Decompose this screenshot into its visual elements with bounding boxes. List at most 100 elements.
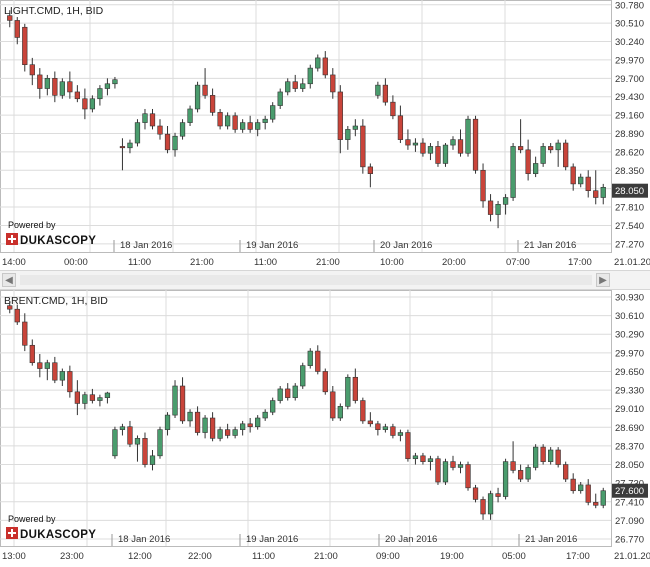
light-candle[interactable] — [405, 129, 411, 150]
light-candle[interactable] — [82, 88, 88, 120]
brent-candle[interactable] — [277, 386, 283, 404]
brent-candle[interactable] — [472, 484, 479, 503]
light-candle[interactable] — [427, 143, 434, 161]
light-candle[interactable] — [270, 102, 276, 123]
light-candle[interactable] — [420, 138, 426, 157]
light-candle[interactable] — [29, 57, 35, 86]
light-candle[interactable] — [134, 119, 141, 147]
brent-candle[interactable] — [119, 423, 126, 436]
brent-candle[interactable] — [44, 359, 50, 381]
light-candle[interactable] — [435, 140, 441, 167]
light-candle[interactable] — [179, 119, 186, 140]
light-candle[interactable] — [112, 76, 118, 89]
brent-candle[interactable] — [427, 455, 434, 471]
scroll-left-icon[interactable]: ◀ — [2, 273, 16, 287]
brent-candle[interactable] — [209, 412, 216, 442]
brent-candle[interactable] — [435, 455, 441, 485]
brent-candle[interactable] — [517, 464, 524, 482]
brent-candle[interactable] — [285, 383, 291, 401]
brent-candle[interactable] — [7, 301, 13, 314]
brent-candle[interactable] — [300, 362, 306, 389]
light-candle[interactable] — [7, 10, 13, 28]
light-candle[interactable] — [412, 138, 419, 152]
light-candle[interactable] — [67, 71, 73, 99]
brent-plot-area[interactable] — [0, 290, 612, 547]
light-candle[interactable] — [209, 88, 216, 116]
light-candle[interactable] — [555, 139, 561, 167]
light-candle[interactable] — [480, 163, 486, 208]
light-candle[interactable] — [149, 108, 156, 130]
brent-candle[interactable] — [187, 409, 193, 427]
light-candle[interactable] — [285, 78, 291, 96]
light-candle[interactable] — [22, 23, 28, 72]
light-candle[interactable] — [37, 68, 43, 99]
light-candle[interactable] — [375, 81, 381, 99]
light-candle[interactable] — [533, 156, 539, 178]
light-candle[interactable] — [563, 139, 569, 171]
light-candle[interactable] — [510, 143, 516, 201]
brent-candle[interactable] — [570, 473, 576, 494]
light-candle[interactable] — [345, 126, 351, 150]
light-candle[interactable] — [352, 119, 358, 137]
light-candle[interactable] — [585, 170, 591, 198]
brent-candle[interactable] — [217, 426, 223, 442]
brent-candle[interactable] — [255, 415, 261, 430]
brent-candle[interactable] — [382, 423, 389, 433]
light-candle[interactable] — [517, 119, 524, 154]
brent-candle[interactable] — [164, 412, 171, 436]
brent-candle[interactable] — [104, 391, 111, 404]
light-candle[interactable] — [127, 139, 133, 154]
brent-candle[interactable] — [412, 452, 419, 465]
brent-candle[interactable] — [480, 496, 486, 520]
light-candle[interactable] — [578, 173, 584, 188]
light-candle[interactable] — [164, 126, 171, 154]
light-candle[interactable] — [457, 129, 464, 157]
light-candle[interactable] — [89, 95, 96, 113]
brent-candle[interactable] — [67, 365, 73, 398]
brent-candle[interactable] — [345, 374, 351, 410]
light-candle[interactable] — [240, 119, 246, 133]
brent-candle[interactable] — [390, 423, 396, 439]
light-candle[interactable] — [397, 105, 404, 144]
brent-candle[interactable] — [540, 444, 546, 465]
brent-candle[interactable] — [52, 356, 58, 384]
brent-candle[interactable] — [533, 444, 539, 471]
light-candle[interactable] — [465, 115, 471, 157]
light-candle[interactable] — [277, 88, 283, 109]
light-candle[interactable] — [495, 200, 501, 229]
light-candle[interactable] — [548, 143, 554, 154]
light-chart-panel[interactable]: 30.780 30.510 30.240 29.970 29.700 29.430 29.1… — [0, 0, 650, 270]
brent-candle[interactable] — [262, 409, 268, 421]
brent-candle[interactable] — [142, 432, 148, 468]
brent-dukascopy-logo[interactable]: Powered by DUKASCOPY — [6, 514, 96, 541]
brent-candle[interactable] — [457, 461, 464, 474]
light-candle[interactable] — [382, 78, 389, 106]
light-candle[interactable] — [600, 183, 606, 205]
light-candle[interactable] — [44, 74, 50, 96]
brent-candle[interactable] — [585, 479, 591, 506]
brent-candle[interactable] — [330, 386, 336, 421]
light-candle[interactable] — [247, 115, 253, 133]
light-candle[interactable] — [390, 95, 396, 120]
brent-candle[interactable] — [82, 391, 88, 410]
brent-candle[interactable] — [127, 420, 133, 448]
light-candle[interactable] — [142, 108, 148, 130]
light-candle[interactable] — [202, 68, 208, 99]
brent-chart-panel[interactable]: 30.930 30.610 30.290 29.970 29.650 29.330 29.0… — [0, 290, 650, 564]
brent-candle[interactable] — [14, 304, 20, 325]
brent-candle[interactable] — [525, 464, 531, 482]
brent-candle[interactable] — [247, 418, 253, 433]
brent-candle[interactable] — [487, 490, 494, 520]
brent-candle[interactable] — [22, 313, 28, 352]
brent-candle[interactable] — [134, 435, 141, 462]
brent-candle[interactable] — [37, 354, 43, 378]
brent-candle[interactable] — [502, 458, 509, 500]
light-candle[interactable] — [52, 71, 58, 103]
light-candle[interactable] — [255, 119, 261, 137]
brent-candle[interactable] — [563, 461, 569, 482]
light-candle[interactable] — [472, 115, 479, 174]
light-candle[interactable] — [262, 115, 268, 130]
brent-candle[interactable] — [194, 406, 201, 436]
brent-candle[interactable] — [555, 447, 561, 468]
light-candle[interactable] — [217, 108, 223, 130]
